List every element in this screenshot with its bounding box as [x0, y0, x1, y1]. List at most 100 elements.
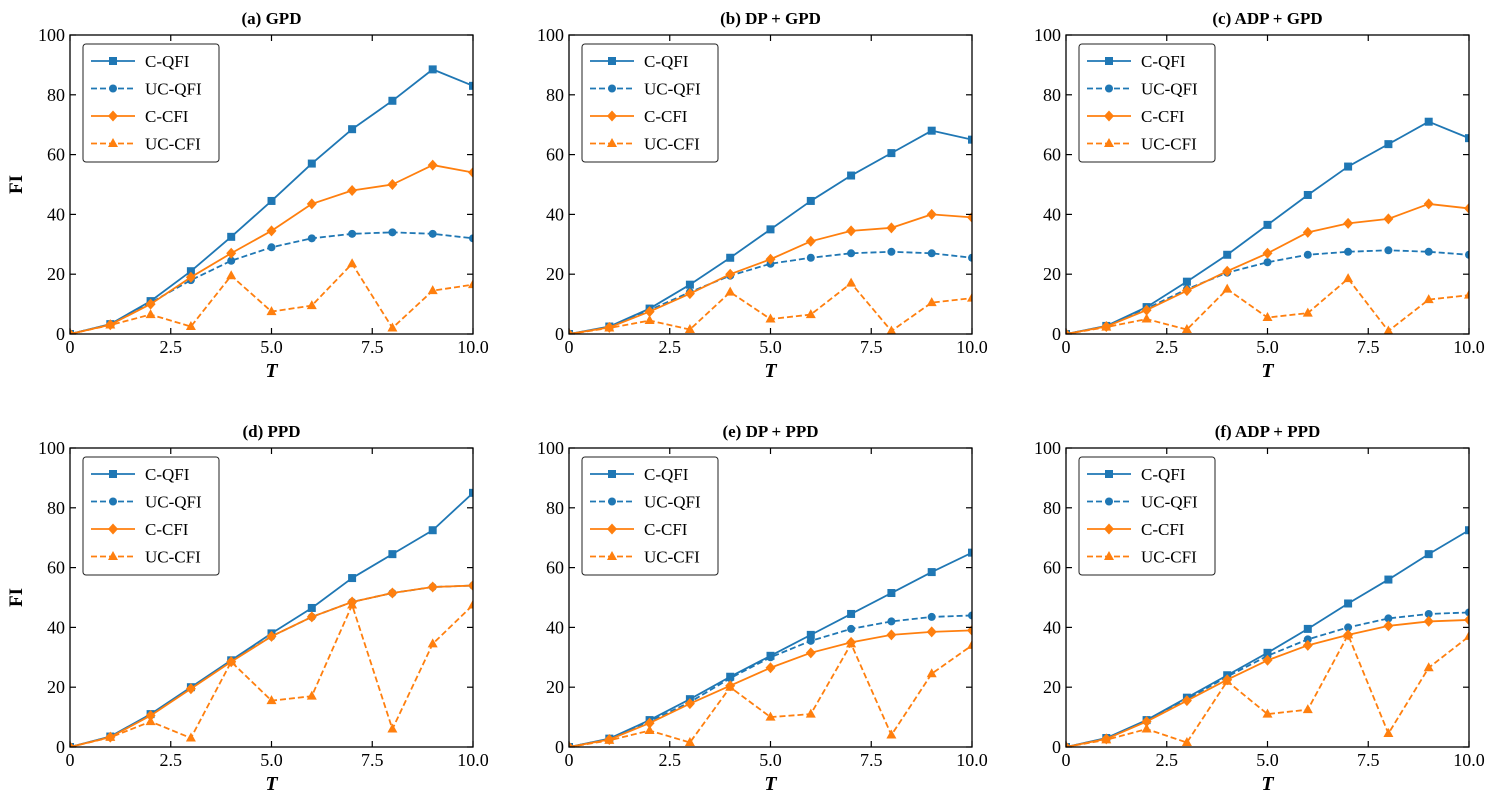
x-tick-label: 7.5: [361, 337, 384, 357]
data-point: [1141, 716, 1152, 728]
data-point: [1343, 217, 1354, 229]
data-point: [1101, 321, 1112, 331]
data-point: [428, 526, 437, 535]
legend-marker: [109, 84, 117, 93]
series-line: [1066, 277, 1469, 334]
y-tick-label: 0: [56, 737, 65, 757]
data-point: [926, 626, 937, 638]
data-point: [70, 328, 74, 334]
y-tick-label: 80: [47, 498, 65, 518]
data-point: [1343, 629, 1354, 639]
data-point: [266, 630, 277, 642]
data-point: [886, 222, 897, 234]
data-point: [1384, 575, 1393, 584]
data-point: [226, 656, 237, 666]
data-point: [1181, 737, 1192, 747]
data-point: [1464, 630, 1469, 640]
data-point: [387, 723, 398, 733]
plot-area: [569, 126, 972, 334]
subplot-title: (f) ADP + PPD: [1215, 422, 1321, 441]
legend-label: UC-CFI: [145, 548, 201, 567]
series-c-cfi: [70, 159, 473, 334]
x-axis-label: T: [764, 360, 777, 382]
legend-label: C-CFI: [145, 107, 189, 126]
legend-entry: C-CFI: [91, 520, 189, 539]
legend: C-QFI UC-QFI C-CFI UC-CFI: [1078, 43, 1216, 163]
data-point: [1302, 639, 1313, 651]
subplot-4: (d) PPD 0 2.5 5.0 7.5 10.0 0 20 40 60 80 100 T FI C-QF…: [6, 422, 489, 795]
y-tick-label: 100: [1034, 438, 1061, 458]
data-point: [644, 306, 655, 318]
data-point: [1464, 289, 1469, 299]
data-point: [847, 624, 856, 633]
data-point: [227, 256, 236, 265]
legend-label: UC-CFI: [1141, 135, 1197, 154]
legend-marker: [109, 57, 117, 65]
data-point: [926, 297, 937, 307]
data-point: [805, 708, 816, 718]
data-point: [185, 732, 196, 742]
x-tick-label: 0: [66, 337, 75, 357]
x-axis-label: T: [764, 773, 777, 795]
data-point: [1344, 247, 1353, 256]
data-point: [387, 322, 398, 332]
data-point: [887, 617, 896, 626]
data-point: [1383, 728, 1394, 738]
subplot-title: (c) ADP + GPD: [1212, 9, 1322, 28]
legend-marker: [1105, 57, 1113, 65]
x-axis-label: T: [1261, 360, 1274, 382]
series-line: [70, 584, 473, 747]
legend-entry: UC-QFI: [1087, 493, 1198, 512]
legend: C-QFI UC-QFI C-CFI UC-CFI: [82, 456, 220, 576]
data-point: [968, 548, 972, 557]
data-point: [1141, 723, 1152, 733]
data-point: [1223, 250, 1232, 259]
data-point: [267, 243, 276, 252]
data-point: [307, 603, 316, 612]
x-tick-label: 0: [565, 337, 574, 357]
data-point: [967, 639, 972, 649]
legend-label: UC-QFI: [1141, 80, 1198, 99]
subplot-2: (b) DP + GPD 0 2.5 5.0 7.5 10.0 0 20 40 60 80 100 T C…: [537, 9, 988, 382]
data-point: [766, 225, 775, 234]
legend-marker: [108, 551, 118, 560]
data-point: [1464, 614, 1469, 626]
data-point: [145, 309, 156, 319]
legend-label: UC-QFI: [644, 493, 701, 512]
x-tick-label: 2.5: [160, 750, 183, 770]
legend-box: [82, 43, 220, 163]
legend-entry: UC-CFI: [1087, 548, 1197, 567]
data-point: [887, 149, 896, 158]
data-point: [1181, 324, 1192, 334]
subplot-title: (a) GPD: [242, 9, 302, 28]
data-point: [886, 629, 897, 641]
x-tick-label: 10.0: [1453, 337, 1485, 357]
data-point: [185, 271, 196, 283]
legend-label: C-QFI: [1141, 52, 1186, 71]
legend-label: UC-QFI: [145, 493, 202, 512]
data-point: [427, 159, 438, 171]
legend-entry: C-CFI: [1087, 520, 1185, 539]
y-tick-label: 60: [1043, 558, 1061, 578]
data-point: [886, 729, 897, 739]
data-point: [469, 234, 473, 243]
data-point: [1222, 265, 1233, 277]
data-point: [968, 253, 972, 262]
legend-entry: UC-QFI: [1087, 80, 1198, 99]
data-point: [266, 695, 277, 705]
y-tick-label: 60: [546, 145, 564, 165]
data-point: [1066, 741, 1070, 747]
legend-marker: [608, 84, 616, 93]
x-tick-label: 0: [66, 750, 75, 770]
series-uc-cfi: [569, 277, 972, 334]
data-point: [726, 253, 735, 262]
x-tick-label: 0: [565, 750, 574, 770]
x-axis-label: T: [265, 360, 278, 382]
data-point: [725, 286, 736, 296]
legend: C-QFI UC-QFI C-CFI UC-CFI: [1078, 456, 1216, 576]
series-line: [1066, 633, 1469, 747]
legend-marker: [1105, 470, 1113, 478]
series-line: [569, 614, 972, 747]
series-uc-cfi: [70, 258, 473, 334]
